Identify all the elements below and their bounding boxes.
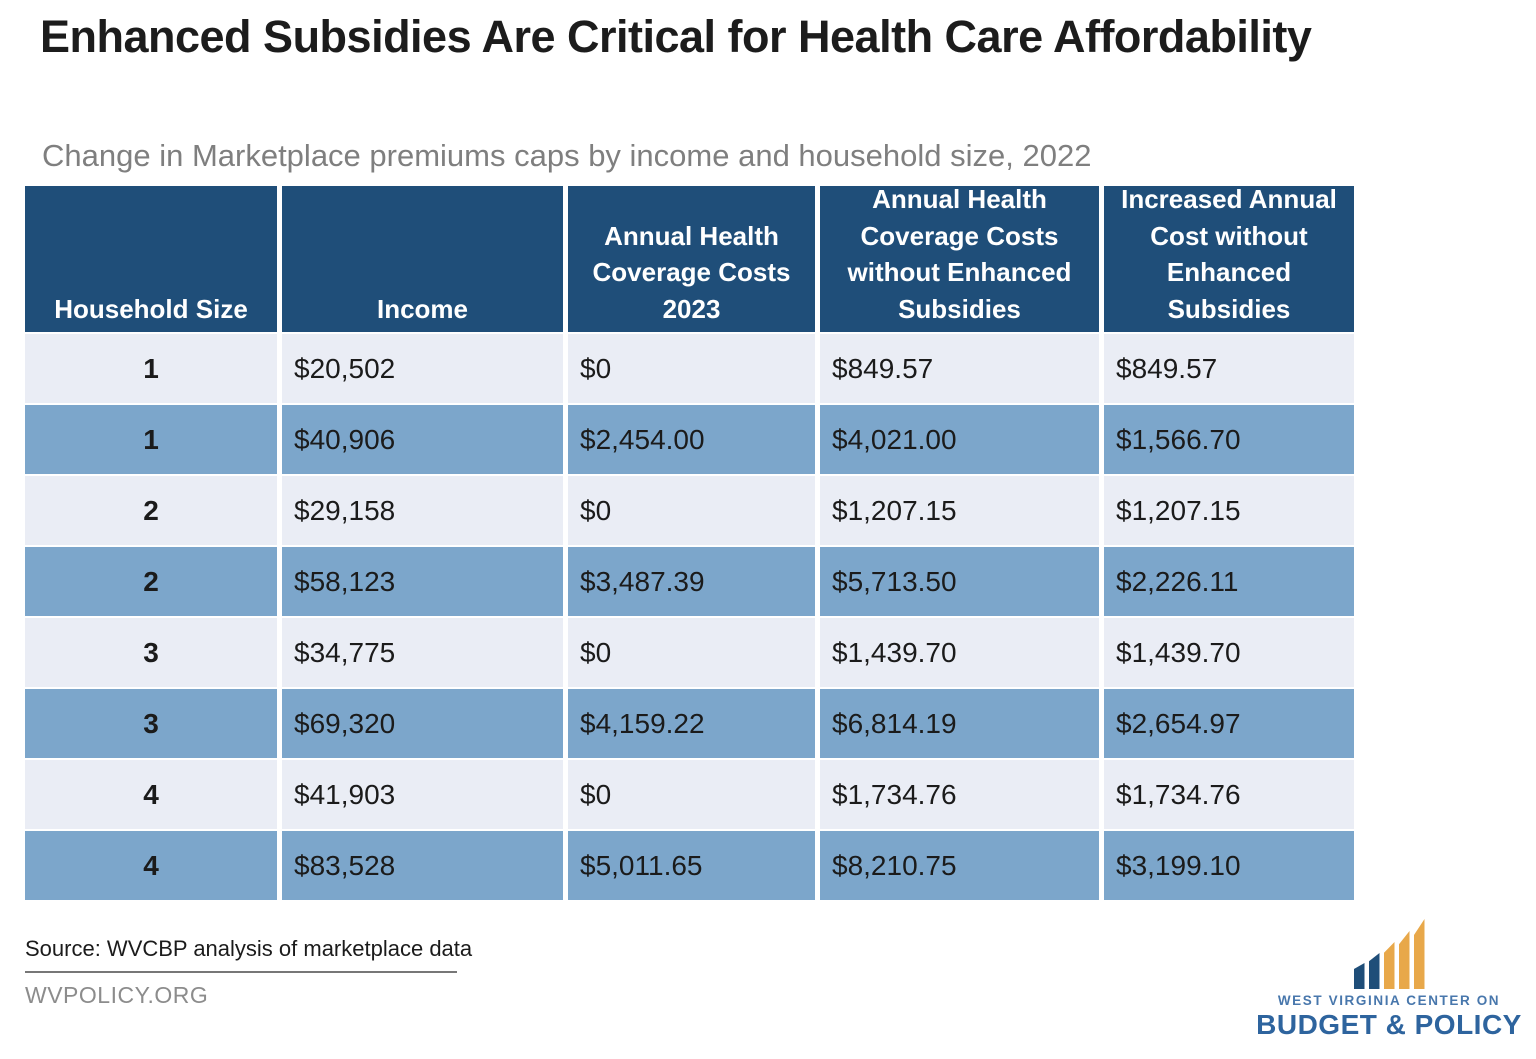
column-header-costs-without-subsidies: Annual Health Coverage Costs without Enh… (820, 184, 1099, 332)
table-cell: $0 (568, 476, 815, 545)
table-cell: $1,207.15 (820, 476, 1099, 545)
table-cell: $4,021.00 (820, 405, 1099, 474)
table-cell: 3 (25, 689, 277, 758)
table-cell: $40,906 (282, 405, 563, 474)
table-cell: $1,439.70 (1104, 618, 1354, 687)
table-cell: 2 (25, 547, 277, 616)
logo-bar (1383, 942, 1395, 989)
table-cell: $34,775 (282, 618, 563, 687)
table-cell: 1 (25, 405, 277, 474)
table-cell: $1,734.76 (820, 760, 1099, 829)
logo-org-name-line2: BUDGET & POLICY (1256, 1009, 1522, 1040)
logo-bar (1413, 919, 1425, 989)
table-cell: $0 (568, 334, 815, 403)
rising-bar-chart-icon (1256, 919, 1522, 989)
column-header-increased-cost: Increased Annual Cost without Enhanced S… (1104, 184, 1354, 332)
table-cell: $29,158 (282, 476, 563, 545)
table-cell: $849.57 (820, 334, 1099, 403)
column-header-income: Income (282, 186, 563, 332)
page-title: Enhanced Subsidies Are Critical for Heal… (40, 11, 1312, 62)
table-cell: $1,439.70 (820, 618, 1099, 687)
table-cell: 3 (25, 618, 277, 687)
table-cell: $5,011.65 (568, 831, 815, 900)
table-cell: $2,454.00 (568, 405, 815, 474)
table-cell: $41,903 (282, 760, 563, 829)
table-cell: $1,566.70 (1104, 405, 1354, 474)
logo-bar (1368, 953, 1380, 989)
table-cell: $849.57 (1104, 334, 1354, 403)
logo-org-name-line1: WEST VIRGINIA CENTER ON (1277, 993, 1501, 1008)
table-cell: $1,734.76 (1104, 760, 1354, 829)
premiums-table: Household Size Income Annual Health Cove… (25, 184, 1354, 900)
table-cell: $3,487.39 (568, 547, 815, 616)
table-cell: $83,528 (282, 831, 563, 900)
table-cell: $1,207.15 (1104, 476, 1354, 545)
table-cell: $0 (568, 760, 815, 829)
org-logo: WEST VIRGINIA CENTER ON BUDGET & POLICY (1256, 919, 1522, 1041)
table-cell: 4 (25, 760, 277, 829)
table-cell: $4,159.22 (568, 689, 815, 758)
source-note: Source: WVCBP analysis of marketplace da… (25, 936, 472, 973)
table-cell: $8,210.75 (820, 831, 1099, 900)
table-cell: $0 (568, 618, 815, 687)
column-header-household-size: Household Size (25, 186, 277, 332)
table-cell: $3,199.10 (1104, 831, 1354, 900)
table-cell: 2 (25, 476, 277, 545)
table-cell: $69,320 (282, 689, 563, 758)
column-header-costs-2023: Annual Health Coverage Costs 2023 (568, 186, 815, 332)
logo-bar (1398, 931, 1410, 989)
table-cell: 4 (25, 831, 277, 900)
table-cell: $2,654.97 (1104, 689, 1354, 758)
logo-bar (1353, 963, 1365, 989)
table-cell: $2,226.11 (1104, 547, 1354, 616)
table-cell: 1 (25, 334, 277, 403)
table-cell: $5,713.50 (820, 547, 1099, 616)
page-subtitle: Change in Marketplace premiums caps by i… (42, 138, 1092, 173)
table-cell: $58,123 (282, 547, 563, 616)
table-cell: $20,502 (282, 334, 563, 403)
table-cell: $6,814.19 (820, 689, 1099, 758)
website-text: WVPOLICY.ORG (25, 982, 209, 1008)
